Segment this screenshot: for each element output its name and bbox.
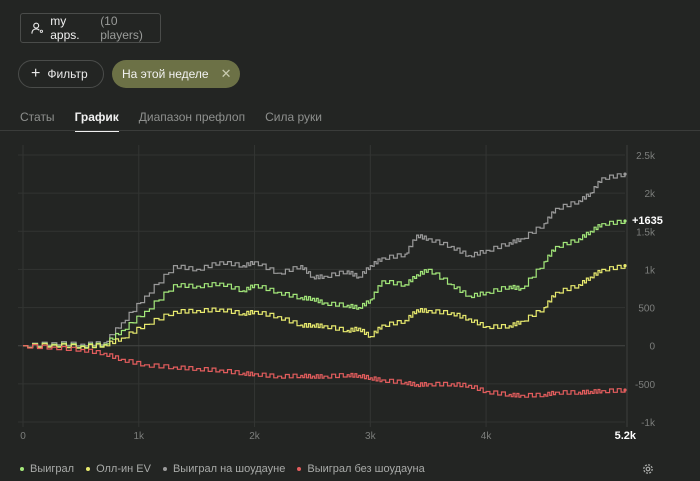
tab-stats[interactable]: Статы	[20, 110, 55, 124]
series-line	[23, 344, 626, 398]
tab-hand-strength[interactable]: Сила руки	[265, 110, 322, 124]
legend-dot	[20, 467, 24, 471]
gear-icon[interactable]	[641, 462, 655, 476]
series-end-point	[623, 219, 627, 223]
filter-button[interactable]: + Фильтр	[18, 60, 104, 88]
y-tick-label: 0	[649, 342, 655, 353]
legend-item-allin-ev[interactable]: Олл-ин EV	[86, 463, 151, 475]
legend-label: Выиграл без шоудауна	[307, 463, 425, 475]
close-icon[interactable]: ✕	[220, 66, 232, 81]
chart-legend: Выиграл Олл-ин EV Выиграл на шоудауне Вы…	[20, 463, 437, 475]
results-chart: 0 1k 2k 3k 4k 2.5k 2k 1.5k 1k 500 0 -500 -1k +1635 5.2…	[18, 145, 663, 442]
legend-dot	[162, 467, 167, 471]
tab-bar: Статы График Диапазон префлоп Сила руки	[20, 110, 342, 132]
legend-dot	[297, 467, 302, 471]
legend-item-non-showdown[interactable]: Выиграл без шоудауна	[297, 463, 425, 475]
series-line	[23, 219, 626, 349]
legend-label: Выиграл	[30, 463, 75, 475]
players-count: (10 players)	[100, 14, 143, 42]
legend-label: Олл-ин EV	[96, 463, 151, 475]
active-filter-chip[interactable]: На этой неделе ✕	[112, 60, 240, 88]
series-end-point	[623, 172, 627, 176]
series-end-point	[623, 264, 627, 268]
chip-label: На этой неделе	[122, 67, 209, 81]
players-selector[interactable]: my apps. (10 players)	[20, 13, 161, 43]
y-tick-label: 2k	[644, 189, 656, 200]
final-value-label: +1635	[632, 215, 663, 227]
x-tick-label: 0	[20, 431, 26, 442]
y-tick-label: 500	[638, 304, 655, 315]
x-tick-label: 4k	[481, 431, 493, 442]
x-max-label: 5.2k	[615, 430, 637, 442]
tab-divider	[0, 130, 700, 131]
x-tick-label: 3k	[365, 431, 377, 442]
y-tick-label: -500	[635, 380, 655, 391]
tab-graph[interactable]: График	[74, 110, 119, 132]
x-tick-label: 1k	[133, 431, 145, 442]
app-label: my apps.	[50, 14, 80, 42]
legend-label: Выиграл на шоудауне	[172, 463, 286, 475]
filter-label: Фильтр	[47, 67, 88, 81]
y-tick-label: 1k	[644, 265, 656, 276]
legend-dot	[86, 467, 91, 471]
plus-icon: +	[31, 65, 41, 82]
legend-item-won[interactable]: Выиграл	[20, 463, 74, 475]
tab-preflop-range[interactable]: Диапазон префлоп	[138, 110, 246, 124]
series-line	[23, 173, 626, 348]
y-tick-label: 2.5k	[636, 151, 656, 162]
y-tick-label: -1k	[641, 418, 656, 429]
series-end-point	[623, 388, 627, 392]
user-icon	[31, 22, 43, 34]
legend-item-showdown[interactable]: Выиграл на шоудауне	[162, 463, 286, 475]
y-tick-label: 1.5k	[636, 227, 656, 238]
series-line	[23, 264, 626, 349]
x-tick-label: 2k	[249, 431, 261, 442]
